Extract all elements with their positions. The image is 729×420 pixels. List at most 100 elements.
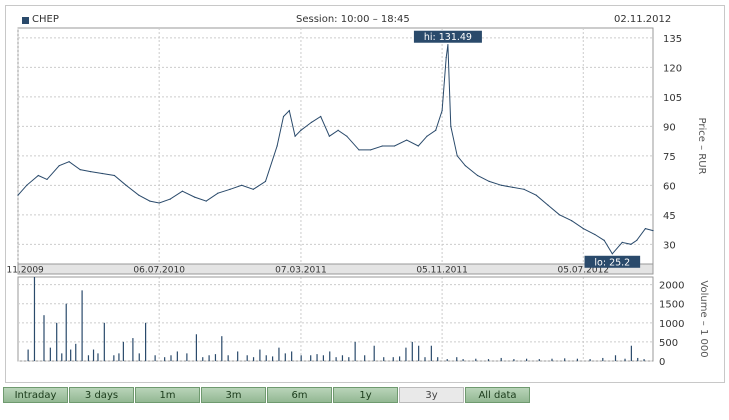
price-point <box>511 186 514 188</box>
price-point <box>358 149 360 151</box>
volume-bar <box>227 355 229 361</box>
volume-tick-label: 0 <box>659 357 665 368</box>
volume-bar <box>373 345 375 361</box>
volume-bar <box>630 345 632 361</box>
volume-bar <box>43 315 45 361</box>
tab-3m[interactable]: 3m <box>201 387 266 403</box>
price-point <box>406 139 408 141</box>
volume-bar <box>456 357 458 361</box>
volume-bar <box>170 355 172 361</box>
volume-bar <box>61 353 63 361</box>
volume-bar <box>208 355 210 361</box>
price-point <box>328 135 330 137</box>
volume-bar <box>487 359 490 361</box>
volume-bar <box>221 336 223 361</box>
price-point <box>611 253 613 255</box>
extreme-label: lo: 25.2 <box>594 257 630 268</box>
volume-bar <box>564 358 566 361</box>
volume-bar <box>138 353 140 361</box>
price-point <box>282 115 285 118</box>
date-tick-label: 05.07.2012 <box>558 266 610 276</box>
price-point <box>17 194 19 196</box>
price-point <box>652 229 654 232</box>
volume-bar <box>65 303 67 361</box>
volume-bar <box>418 345 420 361</box>
price-point <box>621 241 623 243</box>
price-point <box>294 135 296 137</box>
chart-frame: CHEP Session: 10:00 – 18:45 02.11.2012 3… <box>5 5 725 383</box>
tab-1y[interactable]: 1y <box>333 387 398 403</box>
price-point <box>523 188 525 190</box>
price-point <box>181 190 184 192</box>
price-point <box>337 129 339 131</box>
volume-bar <box>624 358 626 361</box>
price-point <box>101 172 103 175</box>
volume-bar <box>424 357 426 361</box>
volume-bar <box>259 349 261 361</box>
price-point <box>535 194 537 196</box>
date-tick-label: 06.07.2010 <box>133 266 185 276</box>
price-point <box>113 174 116 177</box>
price-point <box>320 115 322 118</box>
extreme-label-box <box>584 255 641 268</box>
tab-1m[interactable]: 1m <box>135 387 200 403</box>
price-point <box>450 125 452 127</box>
volume-bar <box>33 277 36 361</box>
volume-bar <box>446 359 448 361</box>
price-point <box>138 194 140 196</box>
volume-bar <box>154 355 156 361</box>
price-point <box>149 200 151 202</box>
price-point <box>636 239 638 241</box>
price-point <box>310 121 312 123</box>
price-point <box>37 174 39 177</box>
volume-bar <box>265 355 267 361</box>
price-point <box>447 44 449 46</box>
price-tick-label: 30 <box>663 240 676 251</box>
volume-bar <box>246 355 248 361</box>
tab-3y[interactable]: 3y <box>399 387 464 403</box>
price-point <box>158 202 160 204</box>
volume-bar <box>348 357 350 361</box>
volume-bar <box>354 341 356 361</box>
volume-bar <box>341 355 344 361</box>
price-point <box>46 178 48 181</box>
extreme-label: hi: 131.49 <box>424 32 472 43</box>
volume-bar <box>500 357 502 361</box>
price-point <box>169 198 171 200</box>
volume-bar <box>513 359 515 361</box>
volume-bar <box>122 341 124 361</box>
tab-intraday[interactable]: Intraday <box>3 387 68 403</box>
chart-canvas: 30 45 60 75 90 105 120 135 05.11.2009 06.07.2010 0… <box>6 27 709 368</box>
price-point <box>26 184 28 186</box>
volume-tick-label: 2000 <box>659 281 684 292</box>
series-color-swatch <box>22 17 29 24</box>
tab-all-data[interactable]: All data <box>465 387 530 403</box>
price-point <box>370 149 372 151</box>
tab-6m[interactable]: 6m <box>267 387 332 403</box>
volume-bar <box>310 355 312 361</box>
volume-bar <box>462 359 464 361</box>
price-tick-label: 60 <box>663 181 676 192</box>
volume-bar <box>637 357 639 361</box>
volume-bar <box>56 322 58 361</box>
price-point <box>276 145 278 147</box>
volume-bar <box>87 355 90 361</box>
price-point <box>488 180 490 182</box>
price-point <box>594 233 596 236</box>
date-tick-label: 05.11.2011 <box>416 266 468 276</box>
volume-bar <box>49 347 51 361</box>
price-point <box>68 161 70 163</box>
volume-bar <box>164 357 166 361</box>
tab-3-days[interactable]: 3 days <box>69 387 134 403</box>
extreme-label-box <box>413 30 482 43</box>
price-tick-label: 135 <box>663 34 682 45</box>
volume-bar <box>27 349 29 361</box>
price-plot-area <box>17 27 654 265</box>
price-point <box>79 169 81 171</box>
volume-bar <box>113 355 115 361</box>
volume-bar <box>132 338 134 361</box>
volume-bar <box>176 351 178 361</box>
date-tick-label: 05.11.2009 <box>6 266 44 276</box>
volume-bar <box>322 355 324 361</box>
price-point <box>125 184 127 186</box>
